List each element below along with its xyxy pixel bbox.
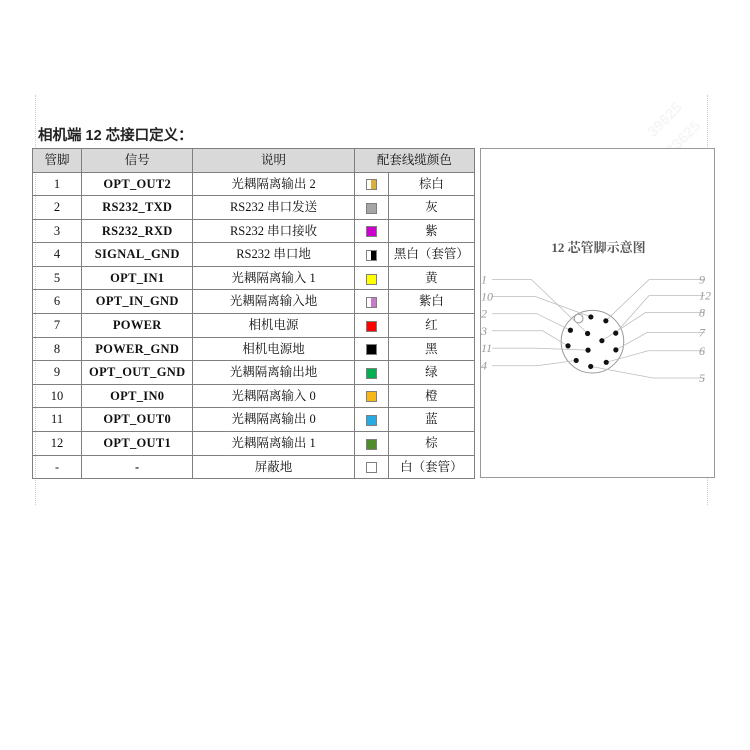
svg-text:5: 5	[699, 371, 705, 385]
svg-text:11: 11	[481, 341, 492, 355]
svg-text:6: 6	[699, 344, 705, 358]
svg-text:7: 7	[699, 325, 706, 339]
svg-text:8: 8	[699, 305, 705, 319]
svg-text:3: 3	[481, 324, 487, 338]
svg-text:10: 10	[481, 289, 493, 303]
svg-text:9: 9	[699, 273, 705, 287]
svg-text:12: 12	[699, 289, 711, 303]
svg-text:1: 1	[481, 273, 487, 287]
svg-text:2: 2	[481, 307, 487, 321]
svg-text:4: 4	[481, 359, 487, 373]
